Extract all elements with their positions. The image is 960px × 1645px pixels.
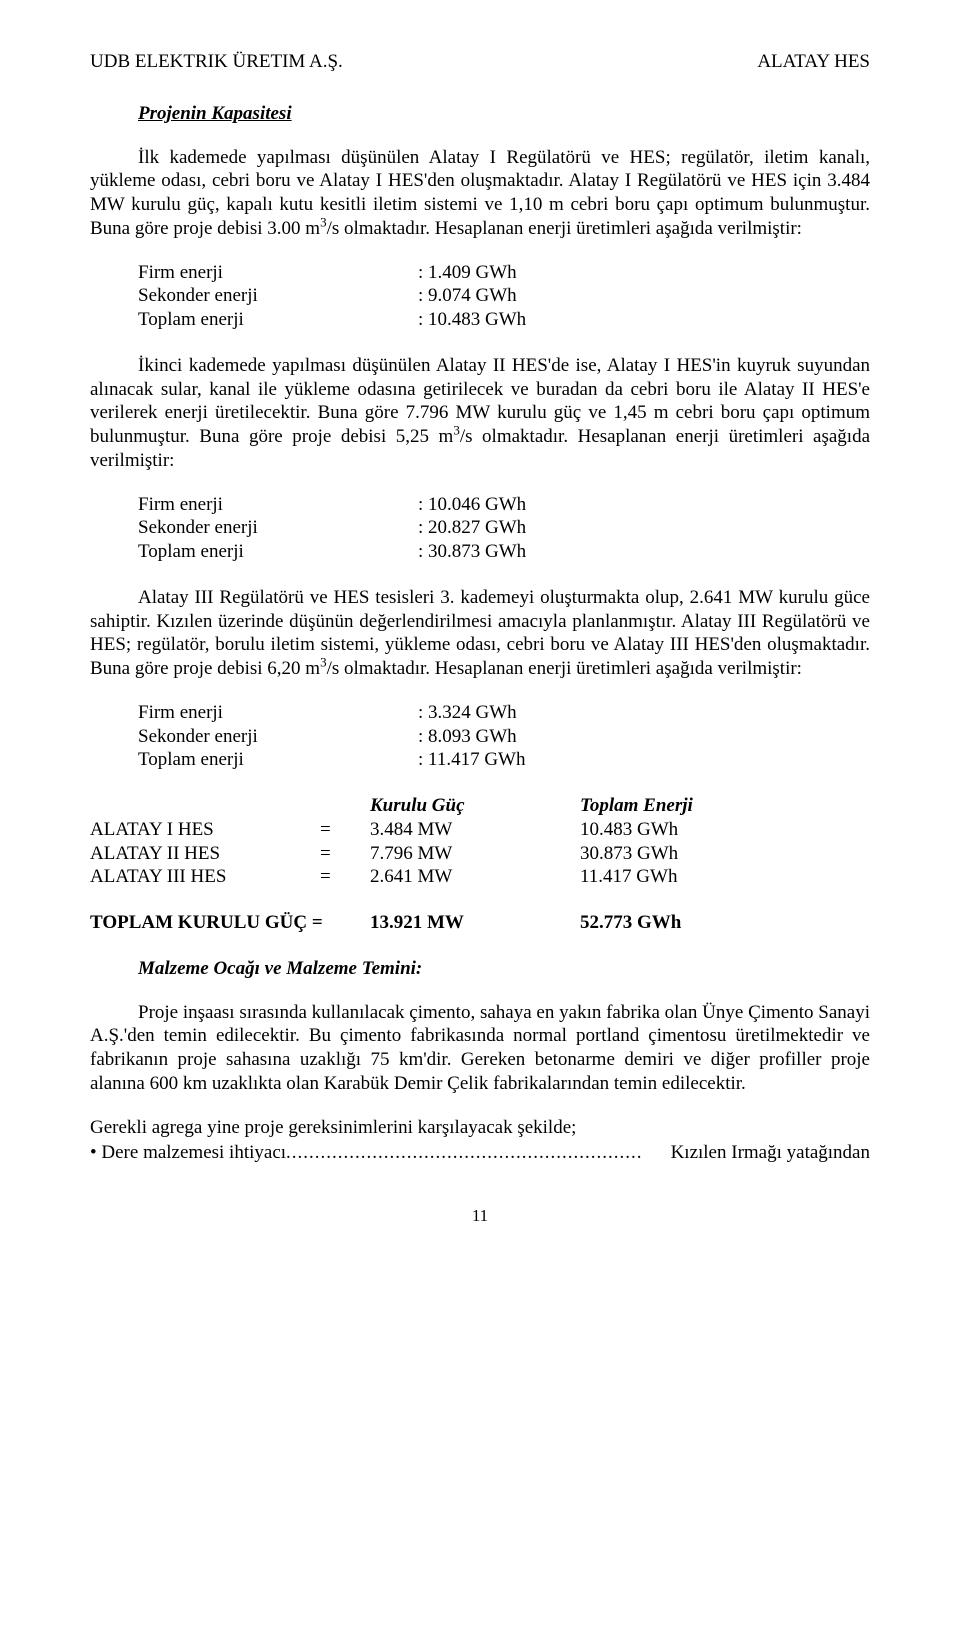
document-page: UDB ELEKTRIK ÜRETIM A.Ş. ALATAY HES Proj… — [0, 0, 960, 1645]
total-row: TOPLAM KURULU GÜÇ = 13.921 MW 52.773 GWh — [90, 911, 870, 935]
summary-name: ALATAY I HES — [90, 818, 320, 842]
total-energy: 52.773 GWh — [580, 911, 681, 935]
energy-value: : 20.827 GWh — [418, 516, 526, 540]
energy-list-2: Firm enerji : 10.046 GWh Sekonder enerji… — [138, 493, 870, 564]
subsection-title: Malzeme Ocağı ve Malzeme Temini: — [138, 957, 870, 981]
energy-row: Firm enerji : 10.046 GWh — [138, 493, 870, 517]
summary-row: ALATAY III HES = 2.641 MW 11.417 GWh — [90, 865, 870, 889]
energy-value: : 30.873 GWh — [418, 540, 526, 564]
paragraph-3: Alatay III Regülatörü ve HES tesisleri 3… — [90, 586, 870, 681]
energy-label: Sekonder enerji — [138, 516, 418, 540]
section-title: Projenin Kapasitesi — [138, 102, 870, 126]
energy-value: : 11.417 GWh — [418, 748, 525, 772]
summary-header-energy: Toplam Enerji — [580, 794, 693, 818]
summary-energy: 30.873 GWh — [580, 842, 678, 866]
total-label: TOPLAM KURULU GÜÇ = — [90, 911, 370, 935]
summary-spacer — [320, 794, 370, 818]
paragraph-2: İkinci kademede yapılması düşünülen Alat… — [90, 354, 870, 473]
energy-row: Firm enerji : 3.324 GWh — [138, 701, 870, 725]
summary-energy: 10.483 GWh — [580, 818, 678, 842]
energy-row: Sekonder enerji : 8.093 GWh — [138, 725, 870, 749]
bullet-row: • Dere malzemesi ihtiyacı ..............… — [90, 1141, 870, 1165]
energy-list-3: Firm enerji : 3.324 GWh Sekonder enerji … — [138, 701, 870, 772]
energy-label: Sekonder enerji — [138, 284, 418, 308]
page-header: UDB ELEKTRIK ÜRETIM A.Ş. ALATAY HES — [90, 50, 870, 74]
energy-label: Firm enerji — [138, 261, 418, 285]
page-number: 11 — [90, 1205, 870, 1226]
summary-header: Kurulu Güç Toplam Enerji — [90, 794, 870, 818]
energy-row: Firm enerji : 1.409 GWh — [138, 261, 870, 285]
energy-row: Sekonder enerji : 20.827 GWh — [138, 516, 870, 540]
summary-row: ALATAY II HES = 7.796 MW 30.873 GWh — [90, 842, 870, 866]
energy-label: Toplam enerji — [138, 540, 418, 564]
energy-value: : 1.409 GWh — [418, 261, 517, 285]
summary-row: ALATAY I HES = 3.484 MW 10.483 GWh — [90, 818, 870, 842]
paragraph-1: İlk kademede yapılması düşünülen Alatay … — [90, 146, 870, 241]
total-power: 13.921 MW — [370, 911, 580, 935]
header-left: UDB ELEKTRIK ÜRETIM A.Ş. — [90, 50, 343, 74]
bullet-value: Kızılen Irmağı yatağından — [671, 1141, 870, 1165]
summary-eq: = — [320, 865, 370, 889]
summary-power: 3.484 MW — [370, 818, 580, 842]
energy-row: Sekonder enerji : 9.074 GWh — [138, 284, 870, 308]
summary-power: 2.641 MW — [370, 865, 580, 889]
energy-value: : 8.093 GWh — [418, 725, 517, 749]
summary-eq: = — [320, 842, 370, 866]
summary-power: 7.796 MW — [370, 842, 580, 866]
energy-value: : 10.046 GWh — [418, 493, 526, 517]
energy-label: Toplam enerji — [138, 748, 418, 772]
summary-energy: 11.417 GWh — [580, 865, 677, 889]
energy-value: : 9.074 GWh — [418, 284, 517, 308]
energy-row: Toplam enerji : 11.417 GWh — [138, 748, 870, 772]
summary-header-power: Kurulu Güç — [370, 794, 580, 818]
header-right: ALATAY HES — [757, 50, 870, 74]
summary-name: ALATAY II HES — [90, 842, 320, 866]
energy-label: Toplam enerji — [138, 308, 418, 332]
energy-value: : 3.324 GWh — [418, 701, 517, 725]
energy-label: Sekonder enerji — [138, 725, 418, 749]
dotted-leader: ........................................… — [286, 1141, 671, 1165]
energy-label: Firm enerji — [138, 493, 418, 517]
paragraph-1-text-b: /s olmaktadır. Hesaplanan enerji üretiml… — [327, 218, 802, 239]
paragraph-3-text-b: /s olmaktadır. Hesaplanan enerji üretiml… — [327, 658, 802, 679]
paragraph-4: Proje inşaası sırasında kullanılacak çim… — [90, 1001, 870, 1096]
summary-name: ALATAY III HES — [90, 865, 320, 889]
paragraph-5: Gerekli agrega yine proje gereksinimleri… — [90, 1116, 870, 1140]
energy-label: Firm enerji — [138, 701, 418, 725]
energy-value: : 10.483 GWh — [418, 308, 526, 332]
summary-table: Kurulu Güç Toplam Enerji ALATAY I HES = … — [90, 794, 870, 889]
energy-list-1: Firm enerji : 1.409 GWh Sekonder enerji … — [138, 261, 870, 332]
summary-spacer — [90, 794, 320, 818]
bullet-label: • Dere malzemesi ihtiyacı — [90, 1141, 286, 1165]
summary-eq: = — [320, 818, 370, 842]
energy-row: Toplam enerji : 10.483 GWh — [138, 308, 870, 332]
energy-row: Toplam enerji : 30.873 GWh — [138, 540, 870, 564]
